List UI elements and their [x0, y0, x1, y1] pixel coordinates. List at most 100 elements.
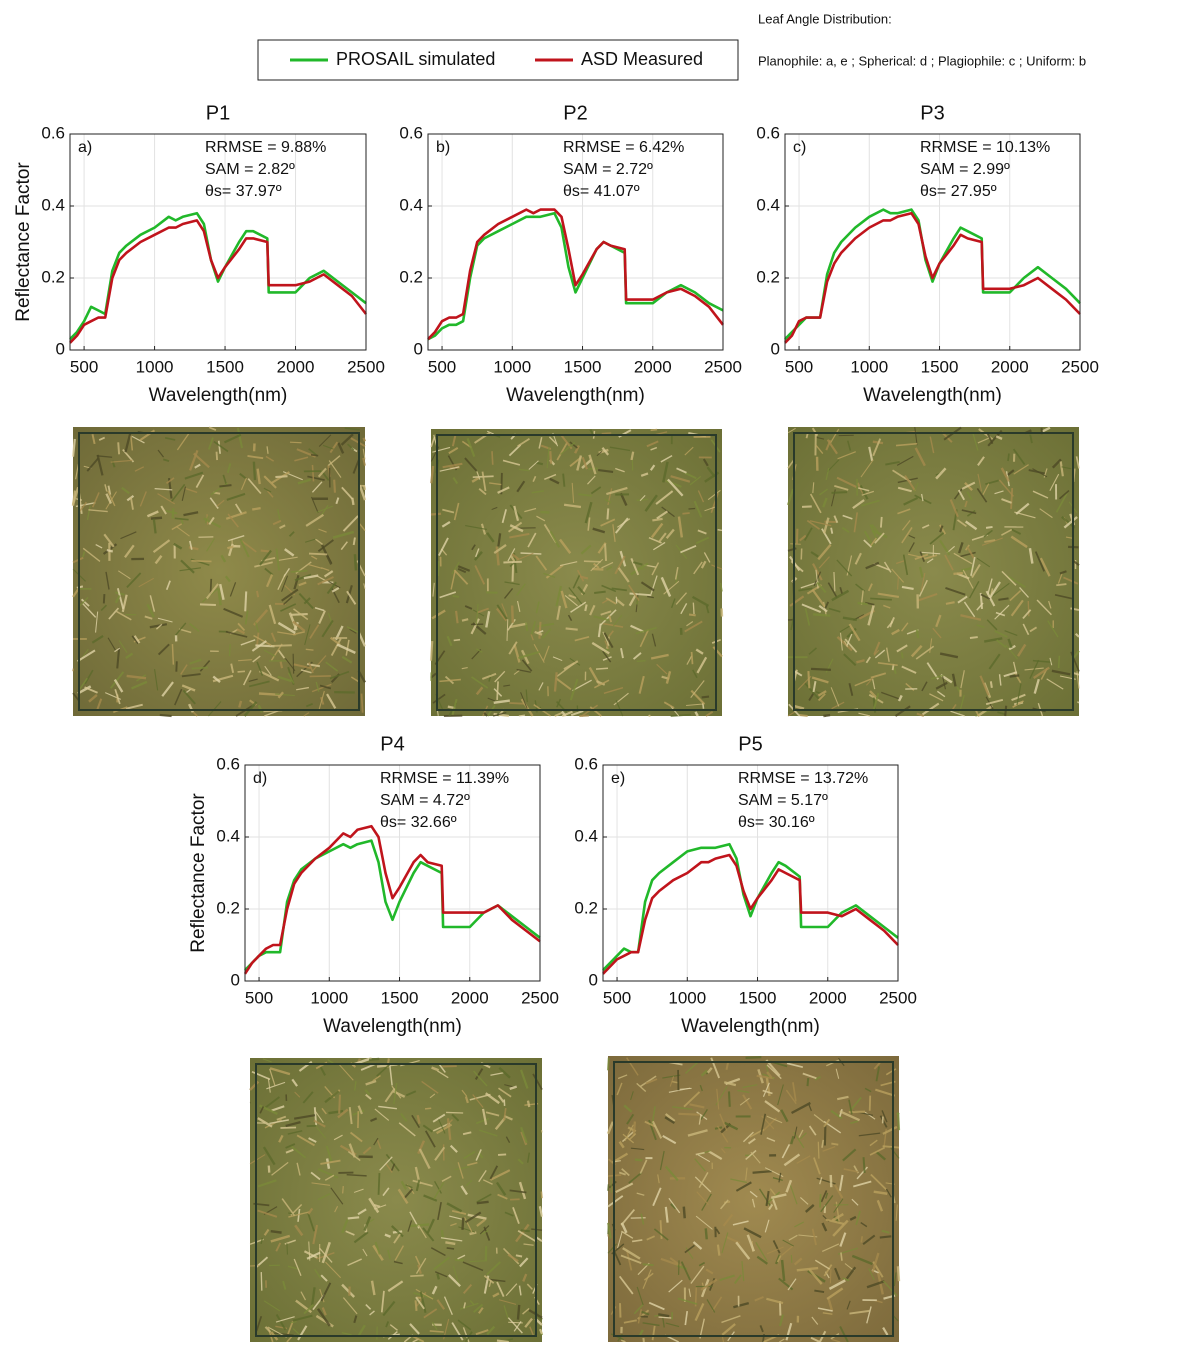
y-tick-label: 0	[231, 970, 240, 989]
grass-blade	[379, 1173, 380, 1195]
panel-label: b)	[436, 139, 450, 156]
annotation: RRMSE = 10.13%	[920, 139, 1050, 156]
grass-blade	[541, 1191, 542, 1198]
grass-blade	[746, 1057, 762, 1058]
grass-blade	[898, 577, 899, 590]
grass-blade	[718, 530, 722, 531]
chart-title: P5	[738, 733, 762, 755]
y-tick-label: 0	[771, 339, 780, 358]
panel-label: d)	[253, 770, 267, 787]
grass-blade	[831, 528, 832, 534]
grass-blade	[348, 1217, 359, 1218]
grass-blade	[692, 652, 693, 664]
grass-blade	[354, 537, 355, 545]
grass-blade	[953, 573, 962, 574]
grass-blade	[261, 1272, 262, 1291]
grass-blade	[516, 1255, 522, 1256]
photo	[608, 1056, 899, 1342]
y-tick-label: 0	[589, 970, 598, 989]
grass-blade	[1028, 601, 1029, 616]
x-tick-label: 1500	[564, 357, 602, 376]
x-axis-label: Wavelength(nm)	[506, 385, 645, 406]
grass-blade	[607, 508, 608, 519]
x-tick-label: 1000	[493, 357, 531, 376]
grass-blade	[693, 603, 694, 614]
grass-blade	[339, 1095, 340, 1114]
x-axis-label: Wavelength(nm)	[149, 385, 288, 406]
grass-blade	[254, 462, 255, 480]
grass-blade	[706, 1228, 707, 1239]
grass-blade	[1010, 675, 1020, 676]
grass-blade	[608, 1058, 609, 1071]
grass-blade	[1011, 488, 1012, 509]
grass-blade	[290, 442, 302, 443]
grass-blade	[689, 508, 696, 509]
x-tick-label: 1500	[921, 357, 959, 376]
grass-blade	[689, 614, 696, 615]
photo	[73, 427, 365, 716]
grass-blade	[605, 544, 606, 561]
grass-blade	[550, 451, 551, 464]
grass-blade	[518, 1305, 519, 1320]
y-tick-label: 0.2	[216, 898, 240, 917]
grass-blade	[437, 1273, 439, 1279]
grass-blade	[107, 550, 113, 551]
grass-blade	[191, 561, 211, 562]
grass-blade	[608, 1184, 609, 1190]
x-tick-label: 500	[785, 357, 813, 376]
grass-blade	[970, 637, 978, 638]
grass-blade	[682, 513, 689, 514]
grass-blade	[602, 433, 612, 434]
grass-blade	[820, 1194, 821, 1207]
x-tick-label: 2500	[521, 988, 559, 1007]
y-tick-label: 0.6	[756, 123, 780, 142]
grass-blade	[526, 623, 527, 631]
grass-blade	[497, 681, 498, 700]
y-tick-label: 0.4	[399, 195, 423, 214]
grass-blade	[364, 485, 365, 490]
y-tick-label: 0.4	[216, 826, 240, 845]
chart-title: P1	[206, 102, 230, 124]
annotation: θs= 41.07º	[563, 183, 640, 200]
legend-label: ASD Measured	[581, 49, 703, 69]
grass-blade	[799, 715, 807, 716]
note-title: Leaf Angle Distribution:	[758, 11, 892, 26]
y-tick-label: 0.6	[41, 123, 65, 142]
grass-blade	[635, 1160, 642, 1161]
grass-blade	[453, 596, 459, 597]
grass-blade	[991, 681, 992, 688]
grass-blade	[823, 715, 830, 716]
grass-blade	[841, 1252, 842, 1260]
x-tick-label: 2000	[277, 357, 315, 376]
grass-blade	[864, 1157, 865, 1173]
grass-blade	[563, 474, 564, 487]
grass-blade	[430, 1331, 444, 1332]
x-tick-label: 500	[70, 357, 98, 376]
grass-blade	[858, 603, 868, 604]
grass-blade	[172, 644, 173, 665]
grass-blade	[661, 1220, 662, 1239]
grass-blade	[684, 1207, 685, 1219]
grass-blade	[355, 554, 356, 570]
annotation: SAM = 2.99º	[920, 161, 1010, 178]
grass-blade	[811, 669, 831, 670]
x-axis-label: Wavelength(nm)	[681, 1016, 820, 1037]
y-tick-label: 0.4	[41, 195, 65, 214]
grass-blade	[334, 480, 335, 493]
grass-blade	[271, 1231, 282, 1232]
annotation: SAM = 4.72º	[380, 792, 470, 809]
x-tick-label: 500	[245, 988, 273, 1007]
photo	[788, 427, 1079, 716]
grass-blade	[410, 1275, 423, 1276]
grass-blade	[1077, 702, 1079, 703]
grass-blade	[454, 640, 460, 641]
grass-blade	[594, 592, 606, 593]
x-tick-label: 1500	[206, 357, 244, 376]
grass-blade	[986, 527, 992, 528]
grass-blade	[897, 1113, 899, 1114]
x-tick-label: 2000	[634, 357, 672, 376]
grass-blade	[718, 1245, 719, 1256]
grass-blade	[898, 1266, 899, 1281]
annotation: θs= 32.66º	[380, 814, 457, 831]
